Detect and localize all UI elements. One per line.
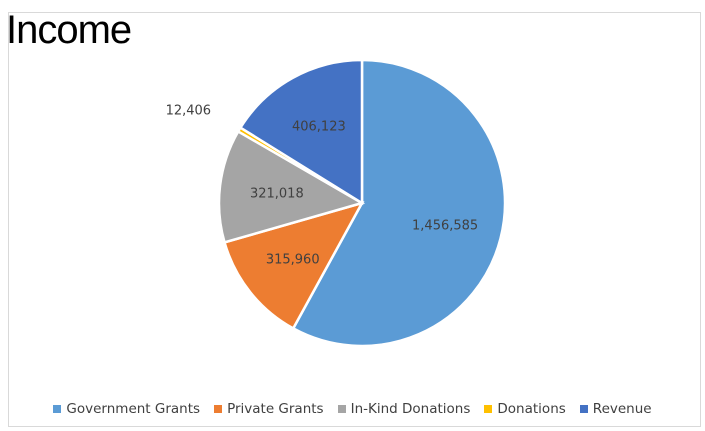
chart-legend: Government Grants Private Grants In-Kind D… xyxy=(0,401,705,417)
legend-label: Revenue xyxy=(592,401,652,417)
legend-swatch xyxy=(579,405,588,413)
legend-item-private-grants: Private Grants xyxy=(214,401,324,417)
legend-item-donations: Donations xyxy=(484,401,566,417)
data-label-revenue: 406,123 xyxy=(292,120,346,135)
data-label-donations: 12,406 xyxy=(166,103,212,118)
legend-label: Private Grants xyxy=(227,401,324,417)
data-label-private-grants: 315,960 xyxy=(266,252,320,267)
legend-swatch xyxy=(484,405,493,413)
chart-title: Income xyxy=(6,8,132,52)
data-label-in-kind-donations: 321,018 xyxy=(250,187,304,202)
legend-swatch xyxy=(337,405,346,413)
pie-slice-in-kind-donations xyxy=(217,129,366,244)
legend-label: Donations xyxy=(497,401,566,417)
legend-label: In-Kind Donations xyxy=(350,401,471,417)
pie-slice-private-grants xyxy=(222,200,365,331)
data-label-government-grants: 1,456,585 xyxy=(412,218,478,233)
legend-swatch xyxy=(214,405,223,413)
legend-item-government-grants: Government Grants xyxy=(53,401,200,417)
legend-swatch xyxy=(53,405,62,413)
legend-label: Government Grants xyxy=(66,401,201,417)
legend-item-in-kind-donations: In-Kind Donations xyxy=(337,401,471,417)
legend-item-revenue: Revenue xyxy=(579,401,652,417)
pie-slice-revenue xyxy=(238,58,364,206)
pie-slice-government-grants xyxy=(291,58,507,348)
